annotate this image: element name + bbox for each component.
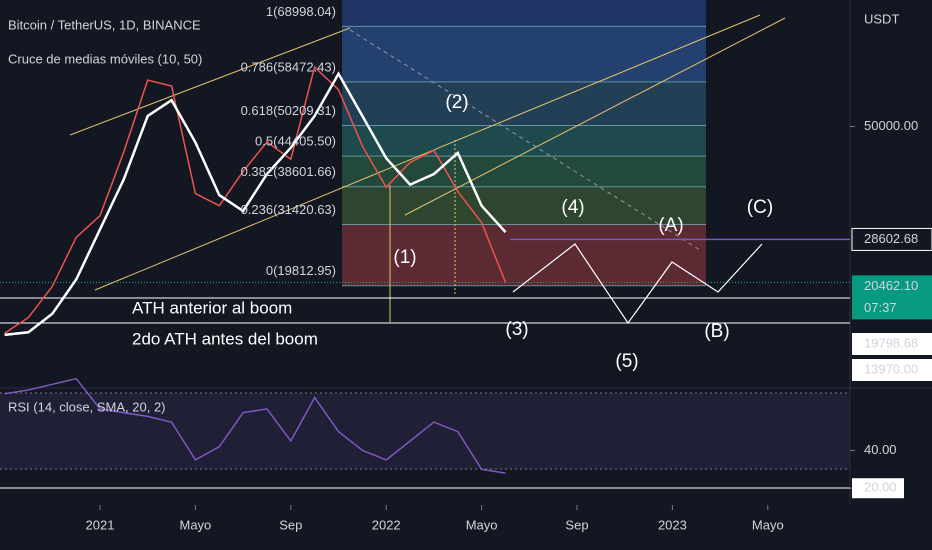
annotation: (3) (505, 319, 528, 340)
annotation: (4) (561, 197, 584, 218)
fib-band (342, 0, 706, 27)
price-tag: 13970.00 (864, 361, 918, 376)
annotation: (5) (615, 351, 638, 372)
chart-title: Bitcoin / TetherUS, 1D, BINANCE (8, 17, 201, 32)
fib-band (342, 186, 706, 225)
y-tick-label: 50000.00 (864, 118, 918, 133)
background-layer (0, 0, 932, 510)
fib-band (342, 26, 706, 82)
rsi-title: RSI (14, close, SMA, 20, 2) (8, 399, 166, 414)
fib-band (342, 81, 706, 126)
x-tick-label: 2022 (372, 517, 401, 532)
fib-label: 0.382(38601.66) (241, 164, 336, 179)
wave-projection (512, 243, 763, 325)
price-tag: 19798.68 (864, 335, 918, 350)
price-tag-box (852, 333, 932, 355)
x-tick-label: Sep (565, 517, 588, 532)
annotation: (A) (658, 215, 683, 236)
price-tag-box (852, 359, 932, 381)
fib-label: 0.5(44405.50) (255, 134, 336, 149)
y-tick-label: 40.00 (864, 442, 897, 457)
annotation: (1) (393, 247, 416, 268)
x-tick-label: Mayo (752, 517, 784, 532)
x-tick-label: 2021 (86, 517, 115, 532)
fib-label: 0.618(50209.31) (241, 103, 336, 118)
price-tag: 20462.10 (864, 278, 918, 293)
series-line (4, 377, 506, 474)
trend-line (69, 27, 351, 136)
annotation: (B) (704, 321, 729, 342)
x-tick-label: Sep (279, 517, 302, 532)
currency-label: USDT (864, 11, 899, 26)
fib-band (342, 224, 706, 286)
tick-box (852, 478, 904, 499)
trend-line (404, 17, 786, 216)
annotation: 2do ATH antes del boom (132, 329, 318, 348)
series-line (4, 71, 507, 337)
rsi-band (0, 393, 850, 469)
fib-band (342, 125, 706, 157)
annotation: (C) (747, 197, 773, 218)
trend-line (94, 14, 761, 291)
price-tag-box (851, 227, 932, 251)
indicator-title: Cruce de medias móviles (10, 50) (8, 51, 202, 66)
fib-label: 0(19812.95) (266, 263, 336, 278)
fib-label: 0.236(31420.63) (241, 202, 336, 217)
series-line (4, 65, 507, 334)
annotation: ATH anterior al boom (132, 298, 292, 317)
fib-band (342, 156, 706, 187)
plot-layer (4, 65, 507, 474)
trend-line (349, 29, 701, 251)
countdown: 07:37 (864, 300, 897, 315)
annotation: (2) (445, 92, 468, 113)
x-tick-label: Mayo (466, 517, 498, 532)
x-tick-label: 2023 (658, 517, 687, 532)
y-tick-label: 20.00 (864, 480, 897, 495)
fib-label: 0.786(58472.43) (241, 59, 336, 74)
price-tag: 28602.68 (864, 231, 918, 246)
x-tick-label: Mayo (180, 517, 212, 532)
price-tag-box (852, 275, 932, 320)
label-layer: Bitcoin / TetherUS, 1D, BINANCE Cruce de… (8, 4, 932, 532)
fib-label: 1(68998.04) (266, 4, 336, 19)
